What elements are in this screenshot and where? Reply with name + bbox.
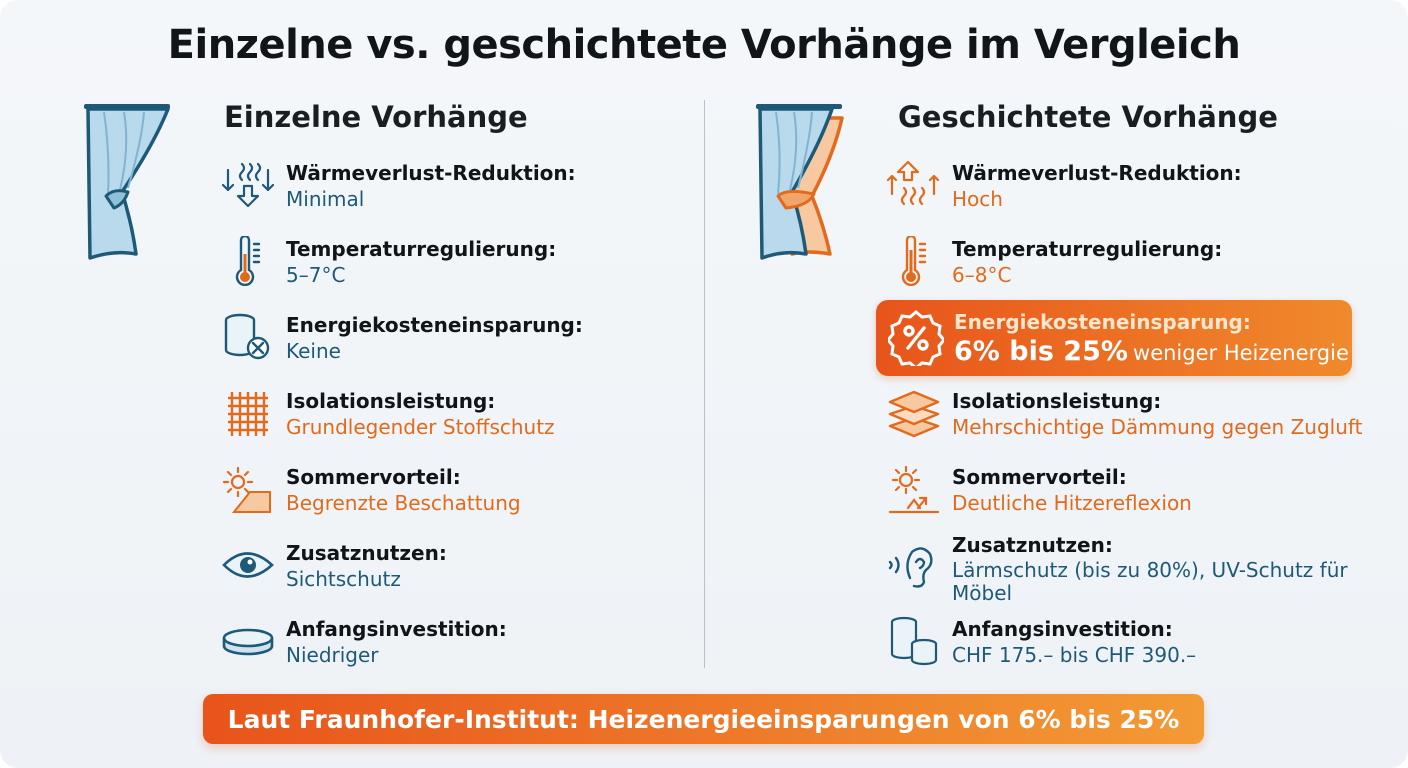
sun-shade-icon [222, 466, 271, 513]
left-label-insulation: Isolationsleistung: [286, 389, 496, 413]
left-label-extra: Zusatznutzen: [286, 541, 447, 565]
left-value-extra: Sichtschutz [286, 567, 401, 591]
left-label-summer: Sommervorteil: [286, 465, 461, 489]
right-value-summer: Deutliche Hitzereflexion [952, 491, 1192, 515]
right-value-investment: CHF 175.– bis CHF 390.– [952, 643, 1197, 667]
left-label-heat-loss: Wärmeverlust-Reduktion: [286, 161, 576, 185]
right-label-summer: Sommervorteil: [952, 465, 1127, 489]
left-value-investment: Niedriger [286, 643, 379, 667]
right-value-extra: Lärmschutz (bis zu 80%), UV-Schutz für [952, 558, 1348, 582]
right-label-heat-loss: Wärmeverlust-Reduktion: [952, 161, 1242, 185]
left-label-energy-cost: Energiekosteneinsparung: [286, 313, 583, 337]
right-label-investment: Anfangsinvestition: [952, 617, 1173, 641]
thermometer-icon [235, 236, 261, 286]
thermometer-icon [901, 236, 927, 286]
coins-x-icon [224, 313, 270, 360]
right-value-insulation: Mehrschichtige Dämmung gegen Zugluft [952, 415, 1363, 439]
right-heading: Geschichtete Vorhänge [898, 100, 1278, 134]
left-label-temperature: Temperaturregulierung: [286, 237, 557, 261]
heat-down-icon [221, 162, 275, 208]
right-value-energy-cost: 6% bis 25% weniger Heizenergie [954, 336, 1349, 367]
left-value-heat-loss: Minimal [286, 187, 365, 211]
column-divider [704, 100, 705, 668]
right-label-energy-cost: Energiekosteneinsparung: [954, 310, 1251, 334]
left-value-energy-cost: Keine [286, 339, 341, 363]
left-value-summer: Begrenzte Beschattung [286, 491, 521, 515]
right-value-temperature: 6–8°C [952, 263, 1012, 287]
fabric-weave-icon [228, 392, 268, 436]
energy-savings-unit: weniger Heizenergie [1133, 341, 1349, 365]
sun-reflect-icon [888, 465, 940, 514]
coin-stack-icon [890, 616, 938, 666]
single-curtain-icon [84, 104, 170, 260]
page-title: Einzelne vs. geschichtete Vorhänge im Ve… [167, 22, 1241, 68]
right-label-extra: Zusatznutzen: [952, 533, 1113, 557]
percent-badge-icon [888, 310, 944, 366]
footer-banner: Laut Fraunhofer-Institut: Heizenergieein… [203, 694, 1204, 744]
left-label-investment: Anfangsinvestition: [286, 617, 507, 641]
left-value-temperature: 5–7°C [286, 263, 346, 287]
heat-up-icon [886, 160, 940, 206]
eye-icon [222, 552, 274, 578]
energy-savings-range: 6% bis 25% [954, 336, 1128, 367]
right-label-temperature: Temperaturregulierung: [952, 237, 1223, 261]
left-heading: Einzelne Vorhänge [224, 100, 528, 134]
ear-sound-icon [888, 547, 933, 588]
layers-icon [888, 390, 940, 438]
energy-savings-highlight: Energiekosteneinsparung: 6% bis 25% weni… [876, 300, 1352, 376]
right-value-extra-line2: Möbel [952, 581, 1013, 605]
layered-curtain-icon [756, 104, 844, 260]
right-label-insulation: Isolationsleistung: [952, 389, 1162, 413]
right-value-heat-loss: Hoch [952, 187, 1003, 211]
coin-icon [222, 628, 274, 656]
left-value-insulation: Grundlegender Stoffschutz [286, 415, 555, 439]
